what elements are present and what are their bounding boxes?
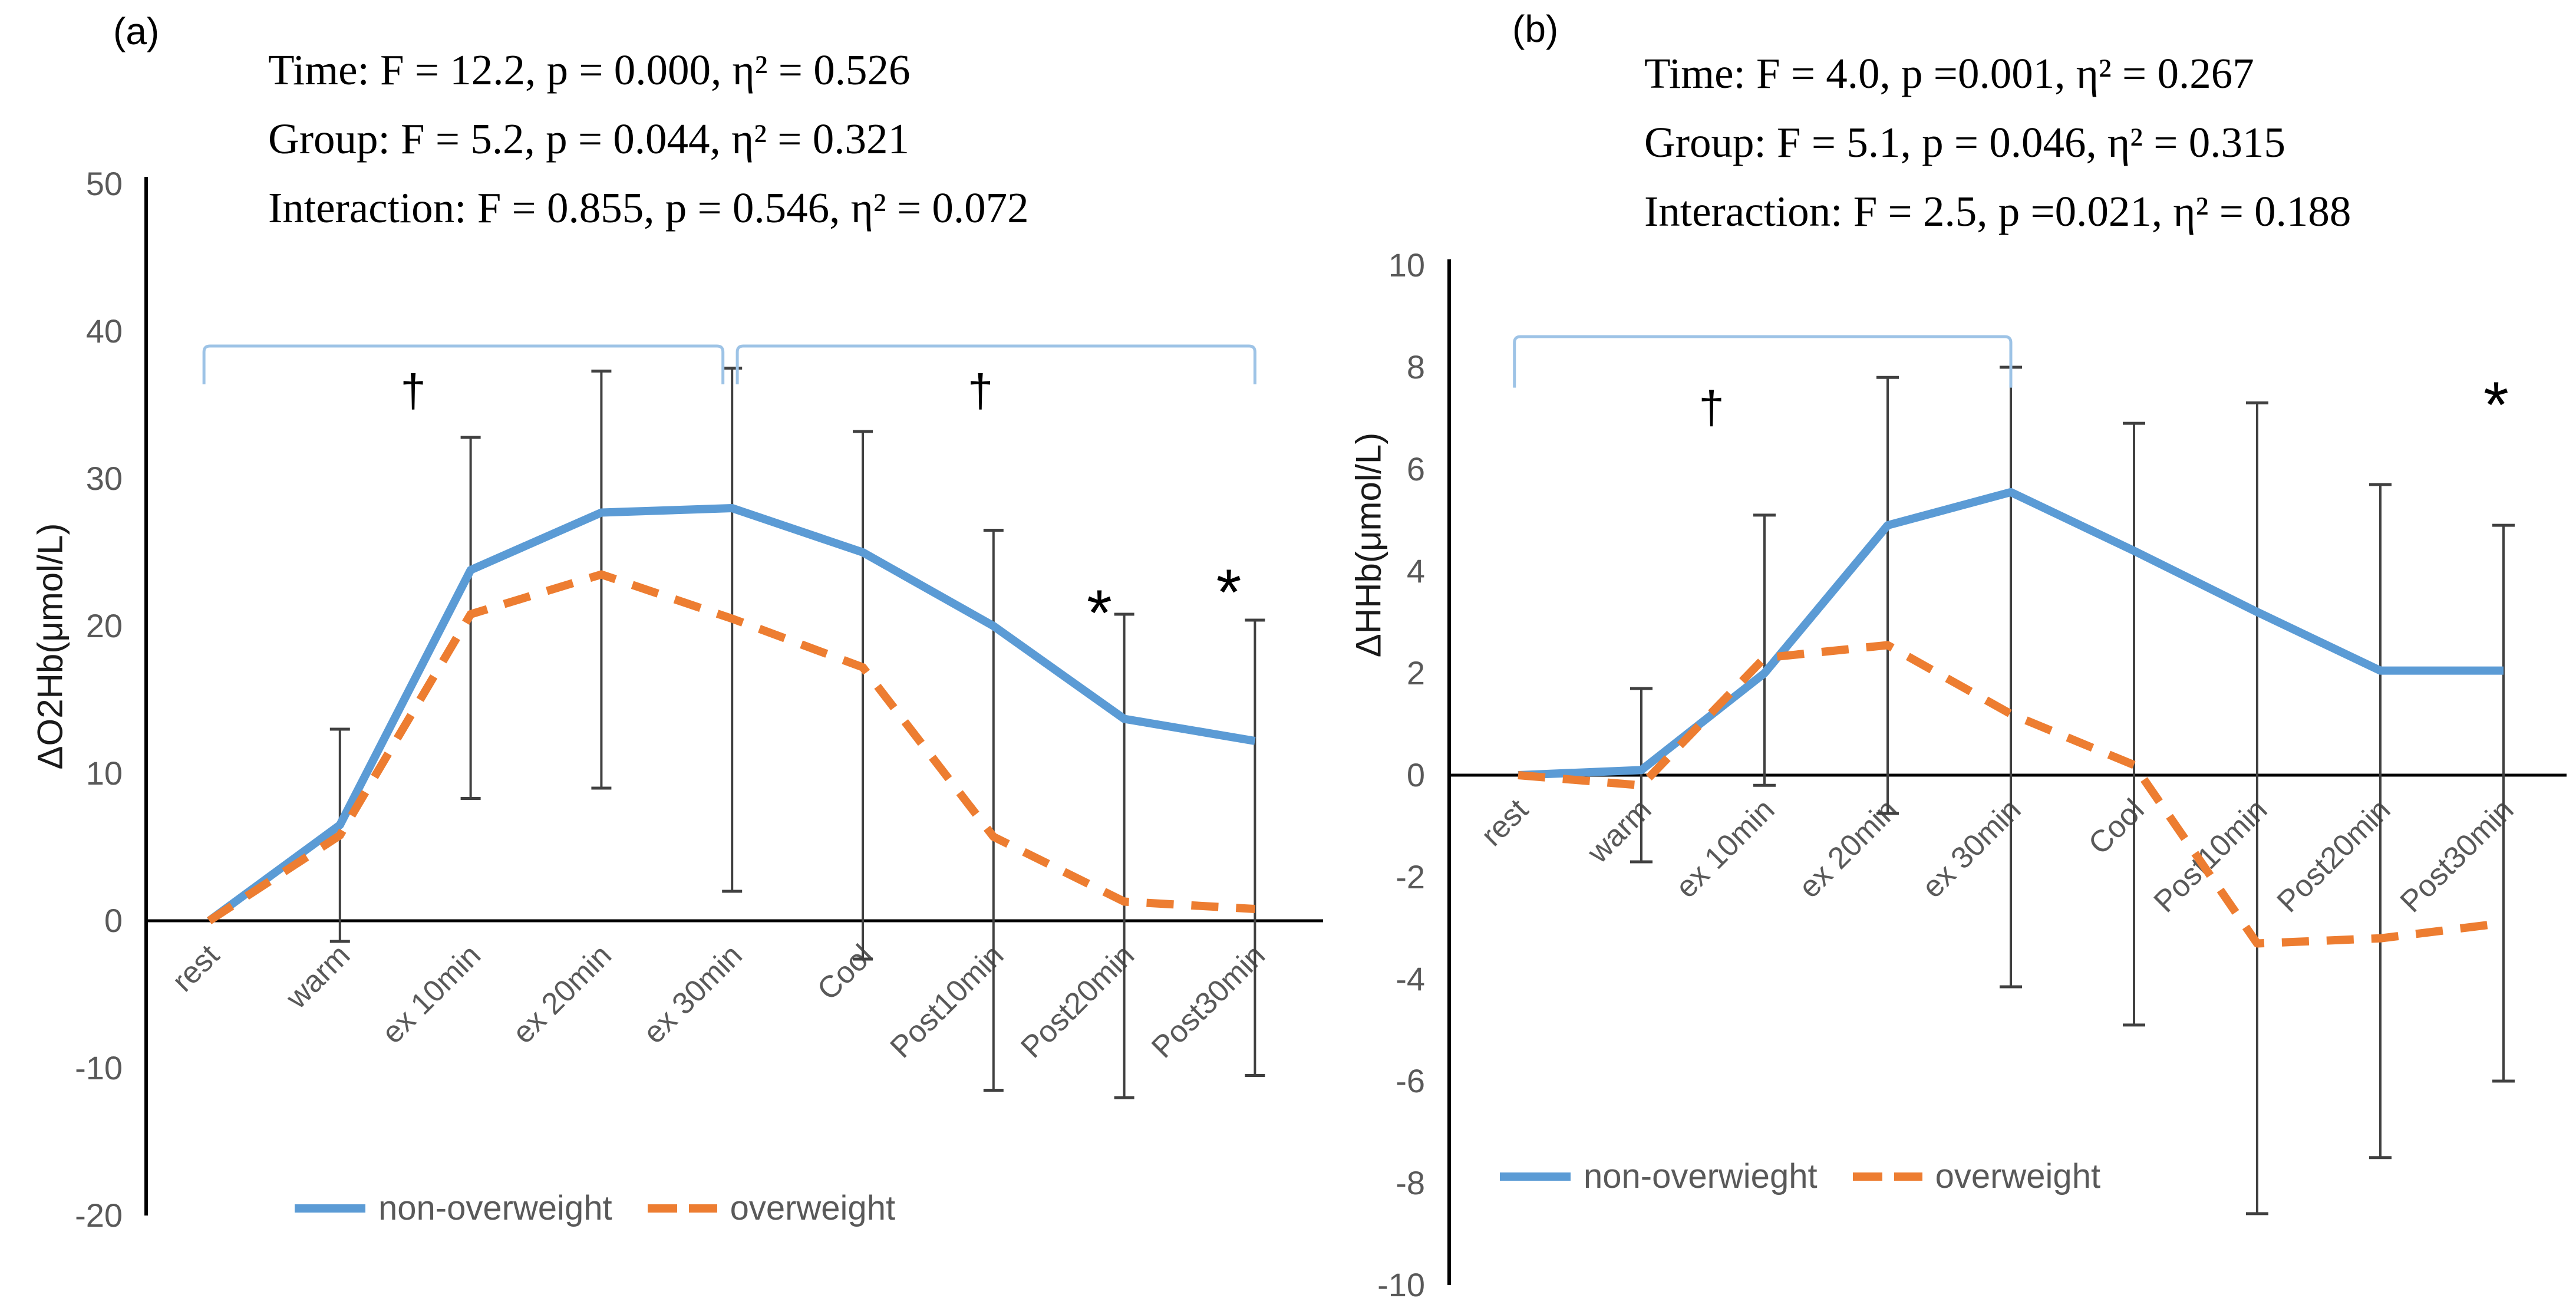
- dagger-symbol: †: [968, 365, 993, 417]
- panel-b-stats: Time: F = 4.0, p =0.001, η² = 0.267 Grou…: [1644, 39, 2351, 246]
- legend-item-overweight: overweight: [647, 1188, 896, 1228]
- orange-dash-sample-icon: [647, 1204, 717, 1213]
- y-tick-label: -6: [1396, 1062, 1425, 1099]
- asterisk-symbol: *: [1216, 556, 1242, 629]
- x-category-label: rest: [1475, 792, 1535, 853]
- x-category-label: Post20min: [2271, 792, 2397, 919]
- asterisk-symbol: *: [2483, 368, 2509, 441]
- x-category-label: Cool: [811, 938, 880, 1007]
- error-bar: [591, 370, 612, 790]
- error-bar: [2246, 401, 2268, 1216]
- x-category-label: warm: [1581, 792, 1658, 870]
- asterisk-symbol: *: [1087, 577, 1112, 650]
- y-tick-label: -2: [1396, 858, 1425, 895]
- error-bar: [2000, 365, 2022, 989]
- y-tick-label: -8: [1396, 1164, 1425, 1201]
- x-category-label: ex 10min: [1669, 792, 1781, 904]
- error-bar: [2369, 483, 2392, 1160]
- panel-b-legend: non-overwieght overweight: [1500, 1157, 2100, 1196]
- y-tick-label: 10: [1388, 246, 1425, 284]
- panel-b-label: (b): [1512, 8, 1559, 50]
- dagger-symbol: †: [400, 365, 426, 417]
- error-bar: [1630, 687, 1653, 864]
- x-category-label: ex 30min: [636, 938, 748, 1050]
- orange-dash-sample-icon: [1852, 1172, 1922, 1181]
- legend-label: overweight: [730, 1189, 896, 1227]
- y-tick-label: 50: [86, 165, 123, 202]
- x-category-label: ex 20min: [506, 938, 618, 1050]
- x-category-label: Post10min: [2148, 792, 2274, 919]
- panel-a-label: (a): [113, 10, 160, 52]
- y-tick-label: 40: [86, 312, 123, 350]
- y-tick-label: -20: [75, 1197, 123, 1234]
- x-category-label: Post10min: [884, 938, 1011, 1065]
- error-bar: [722, 367, 743, 893]
- stats-line-interaction: Interaction: F = 2.5, p =0.021, η² = 0.1…: [1644, 187, 2351, 235]
- x-category-label: Post20min: [1014, 938, 1141, 1065]
- legend-item-overweight: overweight: [1852, 1157, 2101, 1196]
- stats-line-group: Group: F = 5.1, p = 0.046, η² = 0.315: [1644, 118, 2285, 166]
- error-bar: [853, 430, 873, 961]
- y-tick-label: 4: [1407, 552, 1425, 589]
- significance-bracket: [1513, 335, 2013, 388]
- significance-bracket: [202, 344, 725, 384]
- y-tick-label: 6: [1407, 450, 1425, 487]
- x-category-label: Post30min: [2394, 792, 2521, 919]
- stats-line-group: Group: F = 5.2, p = 0.044, η² = 0.321: [268, 115, 909, 163]
- series-line-overweight: [1518, 641, 2504, 948]
- y-tick-label: -4: [1396, 960, 1425, 997]
- x-category-label: warm: [279, 938, 357, 1016]
- y-tick-label: 10: [86, 755, 123, 792]
- error-bar: [983, 529, 1004, 1092]
- y-tick-label: -10: [1377, 1266, 1425, 1303]
- panel-a-legend: non-overweight overweight: [295, 1188, 895, 1228]
- y-tick-label: 30: [86, 460, 123, 497]
- error-bar: [1114, 612, 1134, 1099]
- x-category-label: rest: [166, 938, 226, 999]
- x-category-label: Post30min: [1145, 938, 1272, 1065]
- y-tick-label: 0: [1407, 756, 1425, 793]
- series-line-overweight: [207, 570, 1255, 924]
- stats-line-time: Time: F = 12.2, p = 0.000, η² = 0.526: [268, 46, 911, 94]
- error-bar: [2492, 523, 2515, 1083]
- error-bar: [1245, 618, 1265, 1077]
- legend-item-non-overweight: non-overweight: [295, 1188, 612, 1228]
- blue-line-sample-icon: [1500, 1172, 1571, 1181]
- legend-label: non-overweight: [378, 1189, 612, 1227]
- legend-item-non-overweight: non-overwieght: [1500, 1157, 1818, 1196]
- significance-bracket: [735, 344, 1256, 384]
- y-tick-label: 8: [1407, 348, 1425, 386]
- stats-line-interaction: Interaction: F = 0.855, p = 0.546, η² = …: [268, 184, 1029, 232]
- dagger-symbol: †: [1698, 381, 1724, 433]
- error-bar: [2123, 421, 2145, 1027]
- series-line-non-overweight: [206, 504, 1256, 924]
- blue-line-sample-icon: [295, 1204, 365, 1213]
- stats-line-time: Time: F = 4.0, p =0.001, η² = 0.267: [1644, 50, 2254, 97]
- y-tick-label: 0: [104, 902, 123, 939]
- legend-label: non-overwieght: [1584, 1157, 1818, 1195]
- legend-label: overweight: [1935, 1157, 2101, 1195]
- y-tick-label: 20: [86, 607, 123, 644]
- x-category-label: ex 10min: [375, 938, 487, 1050]
- y-tick-label: -10: [75, 1049, 123, 1086]
- error-bar: [1876, 375, 1899, 815]
- y-tick-label: 2: [1407, 654, 1425, 691]
- x-category-label: Cool: [2082, 792, 2151, 861]
- error-bar: [1753, 513, 1776, 787]
- panel-a-plot: 50 40 30 20 10 0 -10 -20 rest warm ex 10min ex 20mi…: [75, 165, 1323, 1234]
- panel-a-stats: Time: F = 12.2, p = 0.000, η² = 0.526 Gr…: [268, 35, 1029, 242]
